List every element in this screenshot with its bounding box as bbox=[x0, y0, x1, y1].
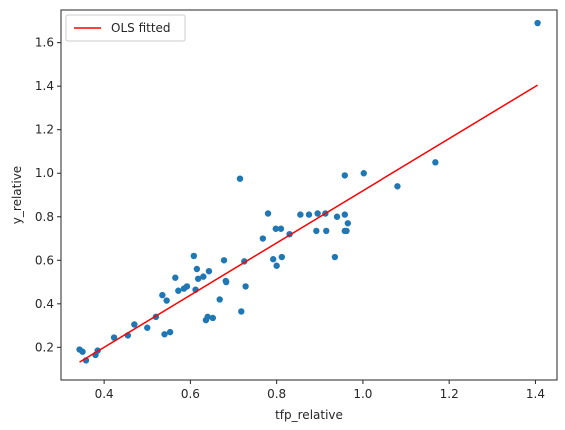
y-axis-label: y_relative bbox=[10, 166, 24, 224]
x-tick-label: 1.0 bbox=[353, 387, 372, 401]
y-tick-label: 1.6 bbox=[35, 36, 54, 50]
fitted-line-layer bbox=[79, 84, 538, 363]
data-point bbox=[264, 210, 272, 217]
data-point bbox=[314, 210, 321, 217]
data-point bbox=[341, 211, 348, 218]
y-tick-label: 1.0 bbox=[35, 166, 54, 180]
data-point bbox=[183, 283, 191, 290]
data-point bbox=[131, 321, 138, 328]
data-point bbox=[343, 227, 350, 235]
y-tick-label: 0.8 bbox=[35, 210, 54, 224]
data-point bbox=[220, 257, 228, 264]
data-point bbox=[277, 225, 285, 232]
data-point bbox=[205, 267, 213, 275]
data-point bbox=[278, 253, 286, 261]
data-point bbox=[161, 331, 168, 338]
data-point bbox=[394, 183, 401, 190]
data-point bbox=[209, 314, 217, 322]
data-point bbox=[313, 227, 320, 235]
data-point bbox=[236, 175, 244, 182]
data-point bbox=[175, 287, 182, 294]
x-tick-label: 0.8 bbox=[267, 387, 286, 401]
data-point bbox=[200, 273, 207, 280]
data-point bbox=[204, 313, 211, 321]
data-point bbox=[331, 253, 339, 261]
data-point bbox=[144, 324, 151, 331]
data-point bbox=[297, 211, 304, 218]
x-axis-ticks: 0.4 0.6 0.8 1.0 1.2 1.4 bbox=[95, 380, 545, 401]
data-point bbox=[259, 235, 267, 242]
data-point bbox=[344, 220, 352, 227]
scatter-points bbox=[76, 19, 541, 364]
data-point bbox=[166, 328, 174, 336]
ols-fitted-line bbox=[79, 84, 538, 363]
data-point bbox=[238, 308, 245, 315]
data-point bbox=[323, 227, 330, 235]
data-point bbox=[272, 225, 279, 232]
data-point bbox=[216, 296, 223, 303]
data-point bbox=[305, 211, 313, 218]
data-point bbox=[172, 274, 179, 281]
x-tick-label: 0.4 bbox=[95, 387, 114, 401]
data-point bbox=[190, 252, 198, 260]
y-tick-label: 0.2 bbox=[35, 340, 54, 354]
x-tick-label: 1.4 bbox=[526, 387, 545, 401]
data-point bbox=[163, 297, 170, 304]
data-point bbox=[360, 170, 367, 177]
legend: OLS fitted bbox=[65, 14, 186, 42]
x-tick-label: 1.2 bbox=[440, 387, 459, 401]
plot-background bbox=[61, 10, 557, 380]
legend-box bbox=[65, 14, 186, 42]
data-point bbox=[159, 291, 166, 299]
x-tick-label: 0.6 bbox=[181, 387, 200, 401]
y-tick-label: 1.2 bbox=[35, 123, 54, 137]
data-point bbox=[193, 265, 201, 273]
data-point bbox=[110, 334, 118, 341]
legend-label: OLS fitted bbox=[111, 21, 171, 35]
data-point bbox=[333, 213, 341, 220]
data-point bbox=[534, 19, 541, 27]
data-point bbox=[222, 278, 230, 286]
data-point bbox=[194, 275, 202, 282]
y-axis-ticks: 0.2 0.4 0.6 0.8 1.0 1.2 1.4 1.6 bbox=[35, 36, 61, 354]
data-point bbox=[79, 348, 86, 355]
data-point bbox=[273, 262, 280, 269]
y-tick-label: 1.4 bbox=[35, 79, 54, 93]
data-point bbox=[242, 283, 249, 290]
y-tick-label: 0.4 bbox=[35, 297, 54, 311]
y-tick-label: 0.6 bbox=[35, 253, 54, 267]
data-point bbox=[270, 256, 277, 263]
plot-frame bbox=[60, 9, 558, 381]
x-axis-label: tfp_relative bbox=[275, 408, 343, 422]
data-point bbox=[432, 159, 439, 166]
data-point bbox=[341, 172, 348, 179]
